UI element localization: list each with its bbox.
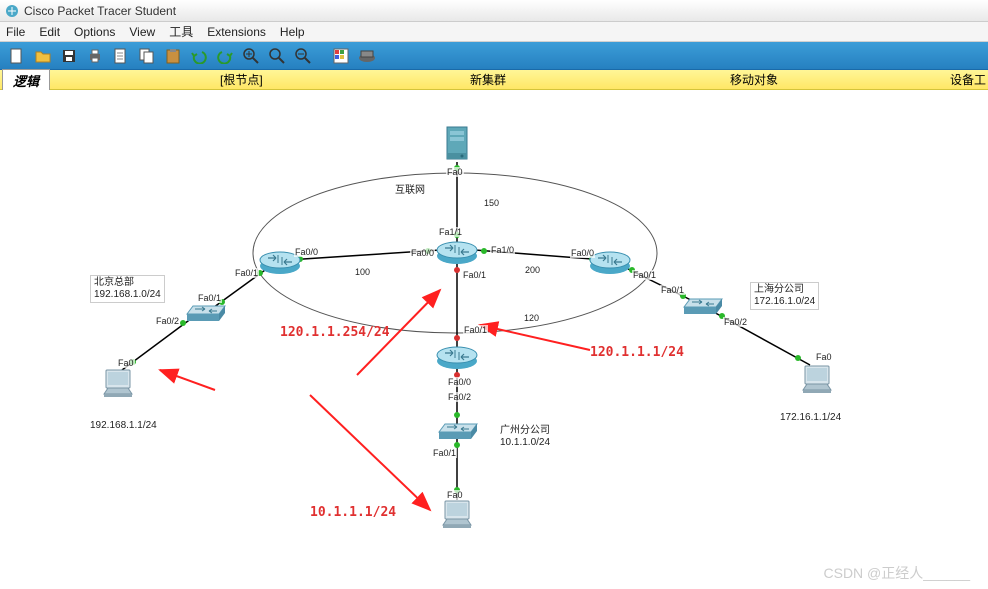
router-center: [437, 242, 477, 264]
watermark: CSDN @正经人______: [824, 563, 971, 583]
main-toolbar: [0, 42, 988, 70]
port: Fa0/0: [570, 248, 595, 258]
port: Fa0/0: [410, 248, 435, 258]
col-root[interactable]: [根节点]: [220, 71, 263, 88]
print-button[interactable]: [84, 45, 106, 67]
port: Fa0/1: [660, 285, 685, 295]
port: Fa0/0: [447, 377, 472, 387]
menu-view[interactable]: View: [129, 25, 155, 39]
port: Fa0: [815, 352, 833, 362]
workspace-canvas[interactable]: 互联网 北京总部192.168.1.0/24 上海分公司172.16.1.0/2…: [0, 90, 988, 589]
annotation-arrows: [160, 290, 590, 510]
guangzhou-label: 广州分公司10.1.1.0/24: [500, 425, 550, 449]
paste-button[interactable]: [162, 45, 184, 67]
menu-tools[interactable]: 工具: [169, 23, 193, 40]
app-icon: [4, 3, 20, 19]
zoom-out-button[interactable]: [292, 45, 314, 67]
anno-1: 120.1.1.254/24: [280, 325, 390, 340]
port: Fa1/1: [438, 227, 463, 237]
port: Fa0: [446, 167, 464, 177]
shanghai-label: 上海分公司172.16.1.0/24: [750, 282, 819, 310]
save-button[interactable]: [58, 45, 80, 67]
pc-bj-ip: 192.168.1.1/24: [90, 420, 157, 432]
port: Fa0/1: [632, 270, 657, 280]
switch-gz: [439, 424, 477, 439]
menu-help[interactable]: Help: [280, 25, 305, 39]
title-bar: Cisco Packet Tracer Student: [0, 0, 988, 22]
router-right: [590, 252, 630, 274]
port: Fa0/2: [447, 392, 472, 402]
menu-bar: File Edit Options View 工具 Extensions Hel…: [0, 22, 988, 42]
switch-bj: [187, 306, 225, 321]
pc-gz: [443, 501, 471, 528]
port: Fa0: [117, 358, 135, 368]
anno-2: 120.1.1.1/24: [590, 345, 684, 360]
cost: 120: [524, 313, 539, 323]
cost: 100: [355, 267, 370, 277]
custom-device-button[interactable]: [356, 45, 378, 67]
new-button[interactable]: [6, 45, 28, 67]
wizard-button[interactable]: [110, 45, 132, 67]
port: Fa0/0: [294, 247, 319, 257]
topology-svg: [0, 90, 988, 589]
col-move-object[interactable]: 移动对象: [730, 71, 778, 88]
col-new-cluster[interactable]: 新集群: [470, 71, 506, 88]
zoom-reset-button[interactable]: [266, 45, 288, 67]
internet-label: 互联网: [395, 185, 425, 197]
port: Fa0/1: [234, 268, 259, 278]
menu-extensions[interactable]: Extensions: [207, 25, 266, 39]
pc-bj: [104, 370, 132, 397]
tab-logic[interactable]: 逻辑: [2, 69, 50, 91]
server-device: [447, 127, 467, 159]
palette-button[interactable]: [330, 45, 352, 67]
port: Fa0/1: [432, 448, 457, 458]
anno-3: 10.1.1.1/24: [310, 505, 396, 520]
copy-button[interactable]: [136, 45, 158, 67]
zoom-in-button[interactable]: [240, 45, 262, 67]
port: Fa0/1: [197, 293, 222, 303]
open-button[interactable]: [32, 45, 54, 67]
port: Fa1/0: [490, 245, 515, 255]
tab-bar: 逻辑 [根节点] 新集群 移动对象 设备工: [0, 70, 988, 90]
menu-edit[interactable]: Edit: [39, 25, 60, 39]
cost: 200: [525, 265, 540, 275]
undo-button[interactable]: [188, 45, 210, 67]
router-bottom: [437, 347, 477, 369]
pc-sh: [803, 366, 831, 393]
switch-sh: [684, 299, 722, 314]
port: Fa0/2: [723, 317, 748, 327]
pc-sh-ip: 172.16.1.1/24: [780, 412, 841, 424]
col-dev-tools[interactable]: 设备工: [950, 71, 986, 88]
menu-options[interactable]: Options: [74, 25, 115, 39]
port: Fa0/2: [155, 316, 180, 326]
cost: 150: [484, 198, 499, 208]
menu-file[interactable]: File: [6, 25, 25, 39]
port: Fa0/1: [462, 270, 487, 280]
port: Fa0: [446, 490, 464, 500]
beijing-label: 北京总部192.168.1.0/24: [90, 275, 165, 303]
window-title: Cisco Packet Tracer Student: [24, 4, 176, 18]
port: Fa0/1: [463, 325, 488, 335]
redo-button[interactable]: [214, 45, 236, 67]
